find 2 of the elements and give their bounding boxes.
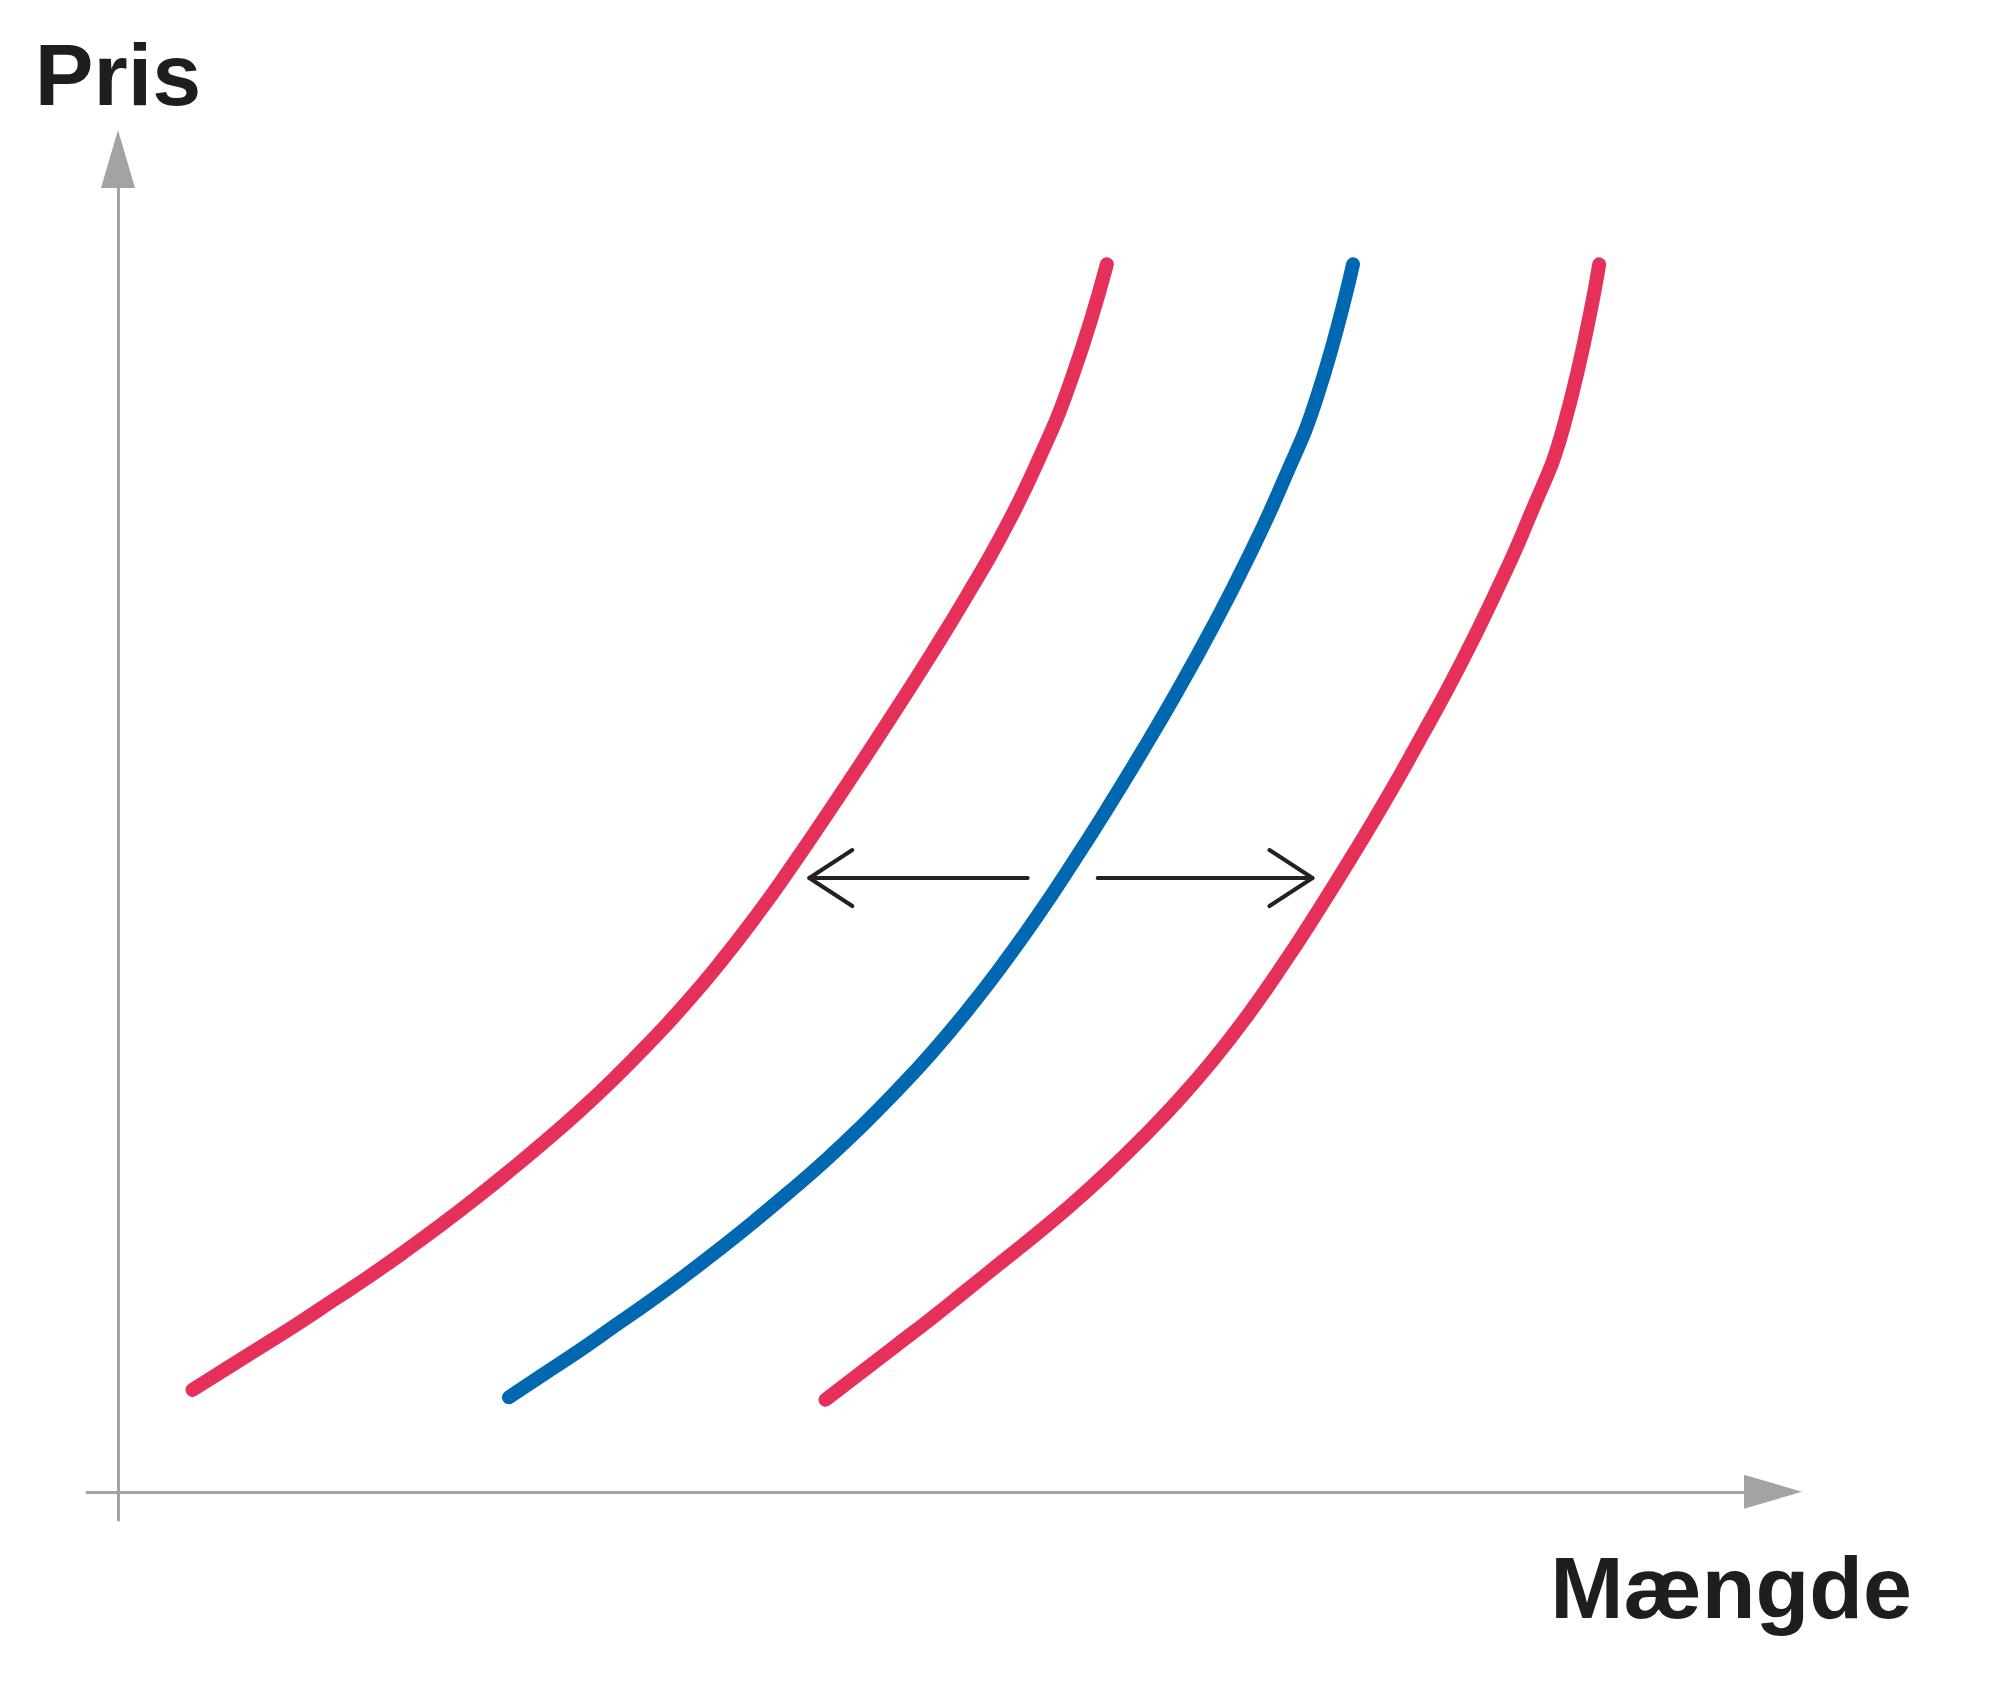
y-axis-title: Pris (34, 24, 202, 124)
x-axis-title: Mængde (1550, 1538, 1912, 1638)
